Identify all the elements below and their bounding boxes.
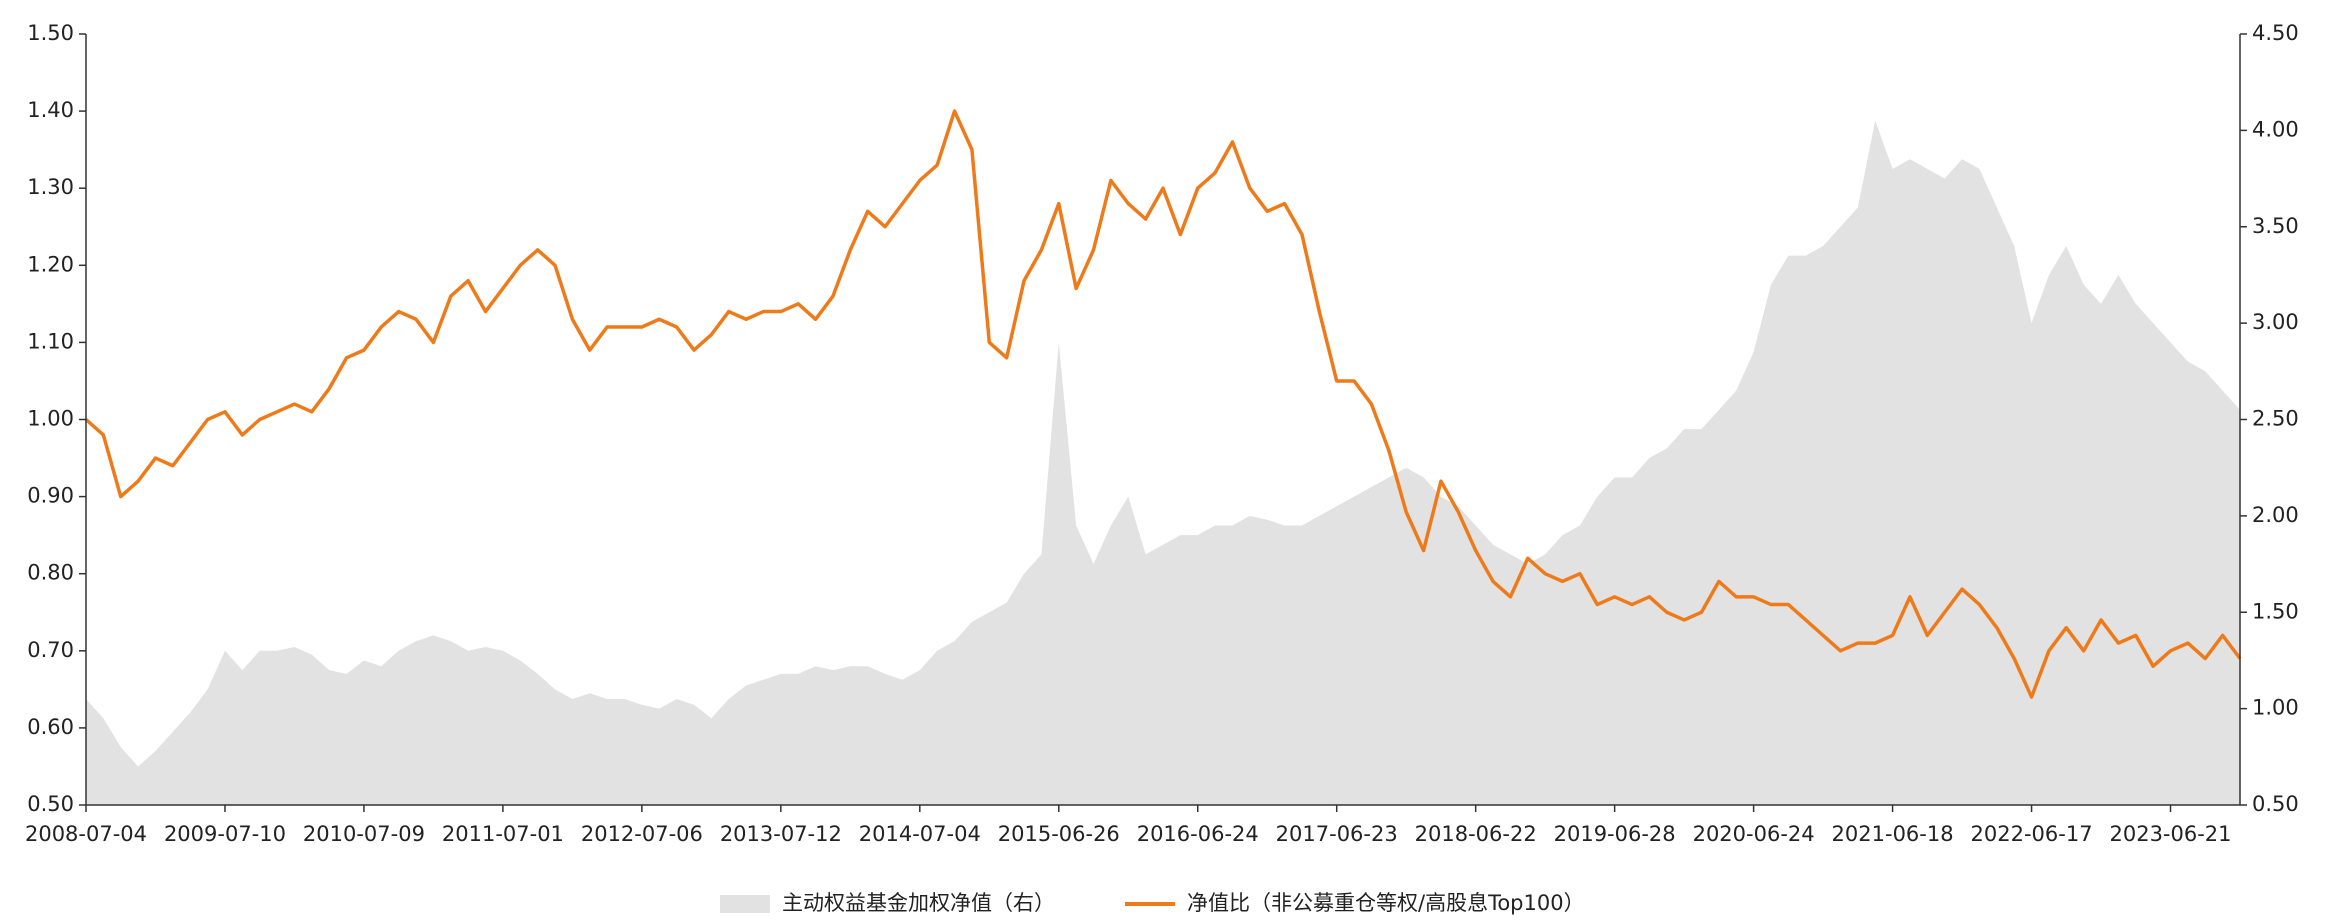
- legend-label: 净值比（非公募重仓等权/高股息Top100）: [1187, 891, 1585, 915]
- y2-tick-label: 0.50: [2252, 792, 2299, 816]
- x-tick-label: 2016-06-24: [1137, 822, 1259, 846]
- y2-tick-label: 4.50: [2252, 21, 2299, 45]
- x-tick-label: 2017-06-23: [1276, 822, 1398, 846]
- y2-tick-label: 4.00: [2252, 117, 2299, 141]
- y2-tick-label: 1.50: [2252, 599, 2299, 623]
- y2-tick-label: 2.00: [2252, 503, 2299, 527]
- x-tick-label: 2012-07-06: [581, 822, 703, 846]
- x-tick-label: 2009-07-10: [164, 822, 286, 846]
- x-tick-label: 2021-06-18: [1832, 822, 1954, 846]
- y-tick-label: 1.20: [27, 252, 74, 276]
- legend-label: 主动权益基金加权净值（右）: [782, 891, 1055, 915]
- y2-tick-label: 3.00: [2252, 310, 2299, 334]
- y-tick-label: 0.80: [27, 561, 74, 585]
- y-tick-label: 0.90: [27, 484, 74, 508]
- x-tick-label: 2023-06-21: [2109, 822, 2231, 846]
- y-tick-label: 1.50: [27, 21, 74, 45]
- y-tick-label: 0.70: [27, 638, 74, 662]
- y-tick-label: 1.40: [27, 98, 74, 122]
- x-tick-label: 2019-06-28: [1554, 822, 1676, 846]
- y-tick-label: 1.10: [27, 329, 74, 353]
- y-tick-label: 0.60: [27, 715, 74, 739]
- line-series: [84, 109, 2242, 699]
- legend: 主动权益基金加权净值（右） 净值比（非公募重仓等权/高股息Top100）: [720, 891, 1585, 915]
- y2-tick-label: 3.50: [2252, 214, 2299, 238]
- legend-swatch: [720, 895, 770, 913]
- x-tick-label: 2014-07-04: [859, 822, 981, 846]
- y-tick-label: 1.30: [27, 175, 74, 199]
- x-tick-label: 2020-06-24: [1693, 822, 1815, 846]
- x-tick-label: 2013-07-12: [720, 822, 842, 846]
- x-tick-label: 2010-07-09: [303, 822, 425, 846]
- x-tick-label: 2022-06-17: [1971, 822, 2093, 846]
- x-tick-label: 2015-06-26: [998, 822, 1120, 846]
- x-tick-label: 2011-07-01: [442, 822, 564, 846]
- y-tick-label: 0.50: [27, 792, 74, 816]
- y-tick-label: 1.00: [27, 407, 74, 431]
- y2-tick-label: 2.50: [2252, 407, 2299, 431]
- x-tick-label: 2018-06-22: [1415, 822, 1537, 846]
- area-series: [86, 120, 2240, 806]
- y2-tick-label: 1.00: [2252, 696, 2299, 720]
- x-tick-label: 2008-07-04: [25, 822, 147, 846]
